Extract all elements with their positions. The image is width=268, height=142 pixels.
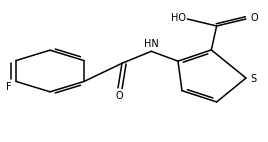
Text: O: O (250, 13, 258, 23)
Text: F: F (6, 82, 12, 92)
Text: S: S (250, 74, 256, 84)
Text: HO: HO (171, 13, 186, 23)
Text: HN: HN (144, 39, 159, 49)
Text: O: O (116, 91, 123, 101)
